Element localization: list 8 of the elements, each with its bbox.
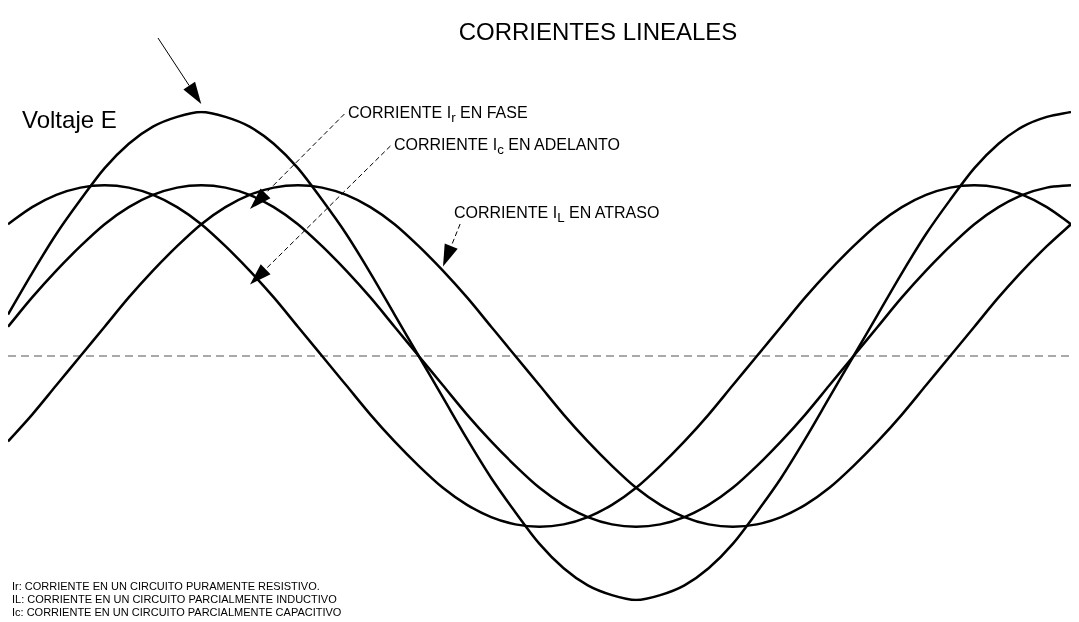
text: CORRIENTE I$_{c}$ EN ADELANTO — [394, 136, 620, 158]
text: Ic: CORRIENTE EN UN CIRCUITO PARCIALMENTE CAPACITIVO — [12, 606, 342, 618]
text: CORRIENTE I$_{L}$ EN ATRASO — [454, 204, 660, 226]
annotation: IL: CORRIENTE EN UN CIRCUITO PARCIALMENTE INDUCTIVO — [12, 593, 337, 605]
text: CORRIENTE I$_{r}$ EN FASE — [348, 104, 528, 126]
chart-title: CORRIENTES LINEALES — [457, 18, 739, 46]
annotation: Ir: CORRIENTE EN UN CIRCUITO PURAMENTE RESISTIVO. — [12, 580, 320, 592]
series-label: Voltaje E — [22, 106, 117, 134]
